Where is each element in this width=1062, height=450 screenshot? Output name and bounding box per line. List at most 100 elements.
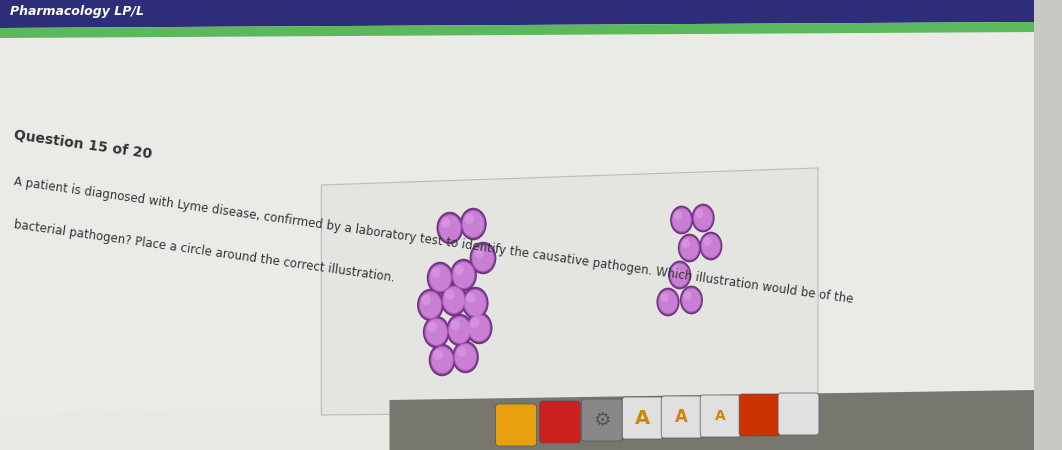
- Ellipse shape: [670, 206, 693, 234]
- Ellipse shape: [429, 265, 451, 291]
- Text: Pharmacology LP/L: Pharmacology LP/L: [10, 5, 143, 18]
- FancyBboxPatch shape: [581, 399, 622, 441]
- Polygon shape: [0, 22, 1034, 38]
- Ellipse shape: [691, 203, 715, 232]
- FancyBboxPatch shape: [662, 396, 702, 438]
- Ellipse shape: [462, 210, 485, 239]
- Ellipse shape: [417, 289, 444, 321]
- Ellipse shape: [452, 262, 475, 288]
- Ellipse shape: [680, 237, 699, 260]
- Ellipse shape: [682, 239, 690, 248]
- Text: A: A: [635, 409, 650, 428]
- FancyBboxPatch shape: [778, 393, 819, 435]
- Ellipse shape: [466, 292, 476, 303]
- Text: A patient is diagnosed with Lyme disease, confirmed by a laboratory test to iden: A patient is diagnosed with Lyme disease…: [13, 175, 854, 306]
- Text: ⚙: ⚙: [593, 410, 611, 429]
- Ellipse shape: [431, 268, 441, 278]
- Ellipse shape: [673, 211, 682, 220]
- Ellipse shape: [433, 350, 443, 360]
- Ellipse shape: [428, 264, 452, 292]
- Ellipse shape: [463, 211, 484, 237]
- Ellipse shape: [680, 286, 703, 315]
- Ellipse shape: [455, 344, 476, 370]
- Ellipse shape: [429, 344, 456, 376]
- Ellipse shape: [657, 289, 679, 315]
- FancyBboxPatch shape: [739, 394, 780, 436]
- Ellipse shape: [468, 315, 490, 341]
- Ellipse shape: [669, 262, 690, 288]
- Ellipse shape: [436, 212, 463, 244]
- Ellipse shape: [473, 245, 494, 271]
- Ellipse shape: [448, 316, 472, 344]
- Ellipse shape: [446, 314, 473, 346]
- Text: A: A: [715, 409, 726, 423]
- Ellipse shape: [422, 295, 431, 305]
- Ellipse shape: [425, 318, 448, 346]
- Ellipse shape: [450, 259, 477, 291]
- Ellipse shape: [684, 291, 691, 300]
- Ellipse shape: [670, 264, 689, 287]
- Ellipse shape: [470, 318, 480, 328]
- Ellipse shape: [430, 346, 453, 374]
- Ellipse shape: [460, 208, 486, 240]
- Ellipse shape: [453, 343, 477, 371]
- Ellipse shape: [462, 287, 489, 319]
- Ellipse shape: [672, 266, 680, 275]
- Polygon shape: [0, 0, 1034, 28]
- FancyBboxPatch shape: [700, 395, 741, 437]
- Text: bacterial pathogen? Place a circle around the correct illustration.: bacterial pathogen? Place a circle aroun…: [13, 218, 395, 284]
- Ellipse shape: [443, 287, 464, 313]
- Ellipse shape: [681, 288, 702, 313]
- Ellipse shape: [442, 286, 465, 314]
- Ellipse shape: [696, 209, 703, 218]
- Ellipse shape: [671, 207, 691, 233]
- Ellipse shape: [423, 316, 449, 348]
- Ellipse shape: [441, 284, 467, 316]
- Text: A: A: [675, 408, 688, 426]
- Polygon shape: [390, 390, 1034, 450]
- Ellipse shape: [682, 288, 701, 311]
- Ellipse shape: [427, 262, 453, 294]
- Ellipse shape: [661, 293, 668, 302]
- Ellipse shape: [441, 218, 450, 228]
- Ellipse shape: [472, 244, 495, 272]
- Polygon shape: [322, 168, 818, 415]
- Ellipse shape: [466, 312, 493, 344]
- Ellipse shape: [702, 234, 720, 257]
- Ellipse shape: [427, 322, 436, 332]
- Ellipse shape: [451, 261, 476, 289]
- Ellipse shape: [699, 232, 722, 261]
- Ellipse shape: [680, 235, 700, 261]
- Polygon shape: [827, 415, 1034, 450]
- Ellipse shape: [464, 214, 474, 224]
- Text: Question 15 of 20: Question 15 of 20: [13, 128, 153, 161]
- Ellipse shape: [431, 347, 452, 373]
- Ellipse shape: [440, 215, 461, 241]
- Ellipse shape: [463, 289, 487, 317]
- Ellipse shape: [452, 341, 479, 373]
- Ellipse shape: [457, 346, 466, 357]
- Ellipse shape: [693, 207, 713, 230]
- Ellipse shape: [668, 261, 691, 289]
- Ellipse shape: [445, 290, 455, 300]
- Polygon shape: [0, 32, 1034, 415]
- Ellipse shape: [701, 234, 721, 259]
- Ellipse shape: [455, 265, 464, 275]
- Ellipse shape: [419, 292, 441, 318]
- Ellipse shape: [678, 234, 701, 262]
- Ellipse shape: [658, 291, 678, 314]
- FancyBboxPatch shape: [496, 404, 536, 446]
- Ellipse shape: [672, 208, 691, 231]
- Ellipse shape: [426, 319, 447, 345]
- Ellipse shape: [469, 242, 496, 274]
- Ellipse shape: [656, 288, 680, 316]
- Ellipse shape: [418, 291, 442, 319]
- Ellipse shape: [467, 314, 491, 342]
- Ellipse shape: [464, 290, 486, 316]
- FancyBboxPatch shape: [539, 401, 581, 443]
- FancyBboxPatch shape: [622, 397, 663, 439]
- Ellipse shape: [449, 317, 470, 343]
- Ellipse shape: [692, 205, 714, 231]
- Ellipse shape: [474, 248, 483, 258]
- Ellipse shape: [439, 214, 462, 242]
